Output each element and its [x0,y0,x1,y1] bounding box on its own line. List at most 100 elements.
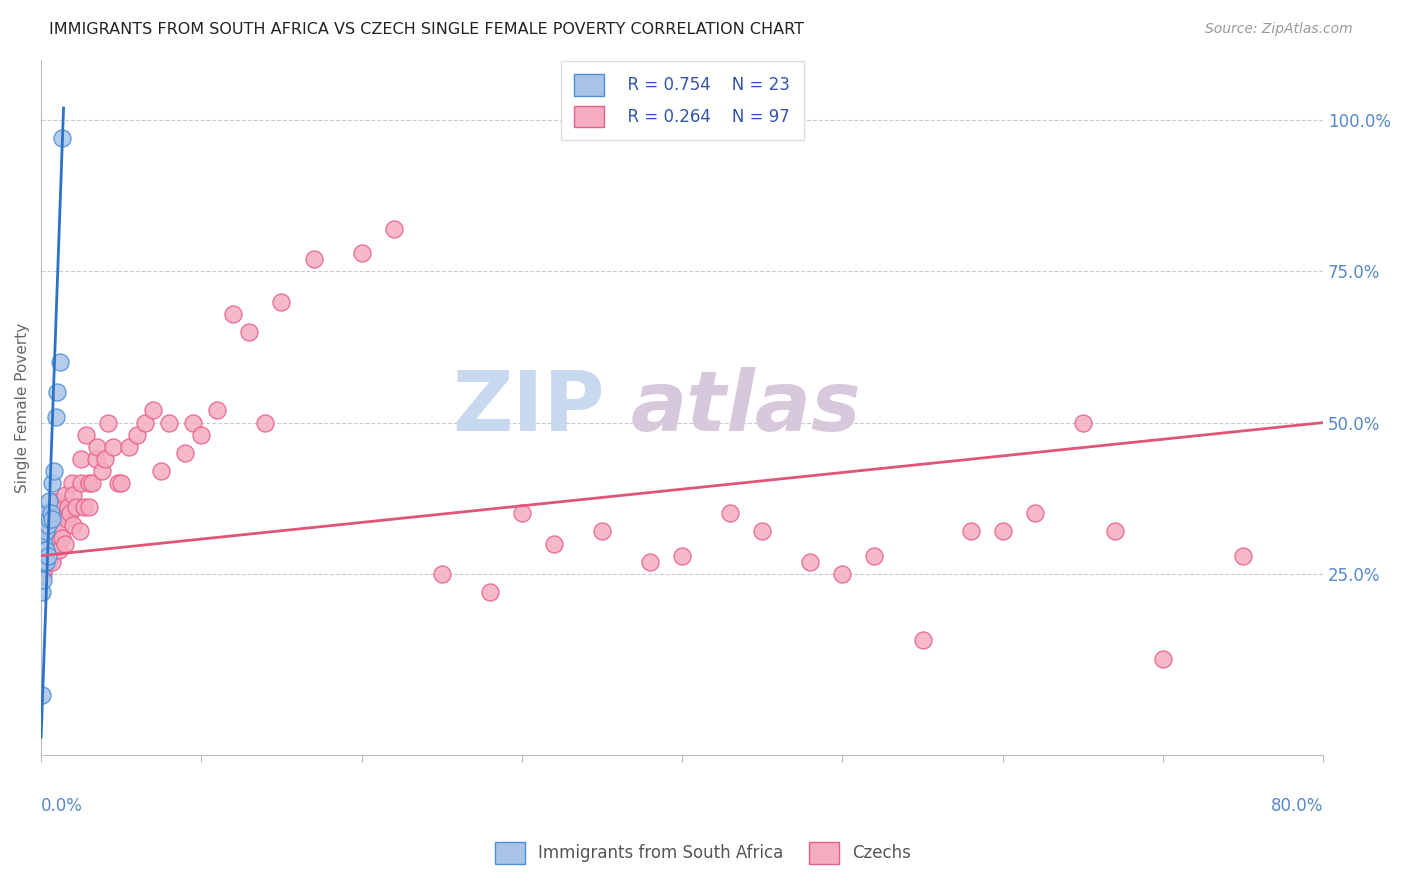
Point [911,633,934,648]
Point [430,566,453,581]
Point [31,585,53,599]
Point [35,542,58,557]
Point [42,464,65,478]
Point [52,500,75,515]
Point [51,507,73,521]
Point [591,524,613,539]
Point [34,542,56,557]
Point [207,403,229,417]
Point [65,500,87,515]
Point [38,524,60,539]
Point [31,536,53,550]
Point [32,536,55,550]
Point [42,542,65,557]
Point [70,451,93,466]
Point [46,512,69,526]
Text: IMMIGRANTS FROM SOUTH AFRICA VS CZECH SINGLE FEMALE POVERTY CORRELATION CHART: IMMIGRANTS FROM SOUTH AFRICA VS CZECH SI… [49,22,804,37]
Point [77,476,100,491]
Point [46,536,69,550]
Point [39,549,62,563]
Point [69,524,91,539]
Point [863,549,886,563]
Point [49,524,72,539]
Point [959,524,981,539]
Point [638,555,661,569]
Point [270,294,292,309]
Point [91,464,114,478]
Point [86,440,108,454]
Legend: Immigrants from South Africa, Czechs: Immigrants from South Africa, Czechs [488,836,918,871]
Point [37,518,59,533]
Point [254,416,277,430]
Point [62,518,84,533]
Point [190,427,212,442]
Point [53,488,76,502]
Point [510,507,533,521]
Point [751,524,773,539]
Point [35,507,58,521]
Point [302,252,325,267]
Point [49,355,72,369]
Point [38,507,60,521]
Point [31,566,53,581]
Point [44,512,66,526]
Point [110,476,132,491]
Point [62,488,84,502]
Point [46,385,69,400]
Point [31,555,53,569]
Point [34,561,56,575]
Point [51,531,73,545]
Point [350,246,373,260]
Point [77,500,100,515]
Point [1152,651,1174,665]
Point [38,512,60,526]
Point [222,307,245,321]
Point [41,476,63,491]
Point [142,403,165,417]
Point [41,512,63,526]
Point [134,416,156,430]
Text: ZIP: ZIP [453,367,605,448]
Point [478,585,501,599]
Point [37,518,59,533]
Text: Source: ZipAtlas.com: Source: ZipAtlas.com [1205,22,1353,37]
Point [41,555,63,569]
Point [41,536,63,550]
Point [183,416,205,430]
Point [991,524,1014,539]
Point [38,494,60,508]
Point [70,476,93,491]
Point [60,476,83,491]
Point [39,524,62,539]
Point [59,507,82,521]
Point [84,451,107,466]
Point [35,524,58,539]
Point [34,524,56,539]
Point [831,566,853,581]
Text: 80.0%: 80.0% [1271,797,1323,815]
Point [238,325,260,339]
Point [718,507,741,521]
Point [94,451,117,466]
Text: atlas: atlas [631,367,862,448]
Point [41,512,63,526]
Point [38,542,60,557]
Legend:   R = 0.754    N = 23,   R = 0.264    N = 97: R = 0.754 N = 23, R = 0.264 N = 97 [561,61,804,140]
Point [150,464,173,478]
Point [1104,524,1126,539]
Point [1024,507,1046,521]
Point [174,446,197,460]
Point [73,500,96,515]
Point [37,536,59,550]
Point [97,416,120,430]
Point [34,555,56,569]
Point [127,427,149,442]
Point [55,512,77,526]
Point [34,542,56,557]
Point [35,512,58,526]
Point [39,507,62,521]
Point [31,573,53,587]
Point [58,500,80,515]
Point [107,476,129,491]
Point [44,531,66,545]
